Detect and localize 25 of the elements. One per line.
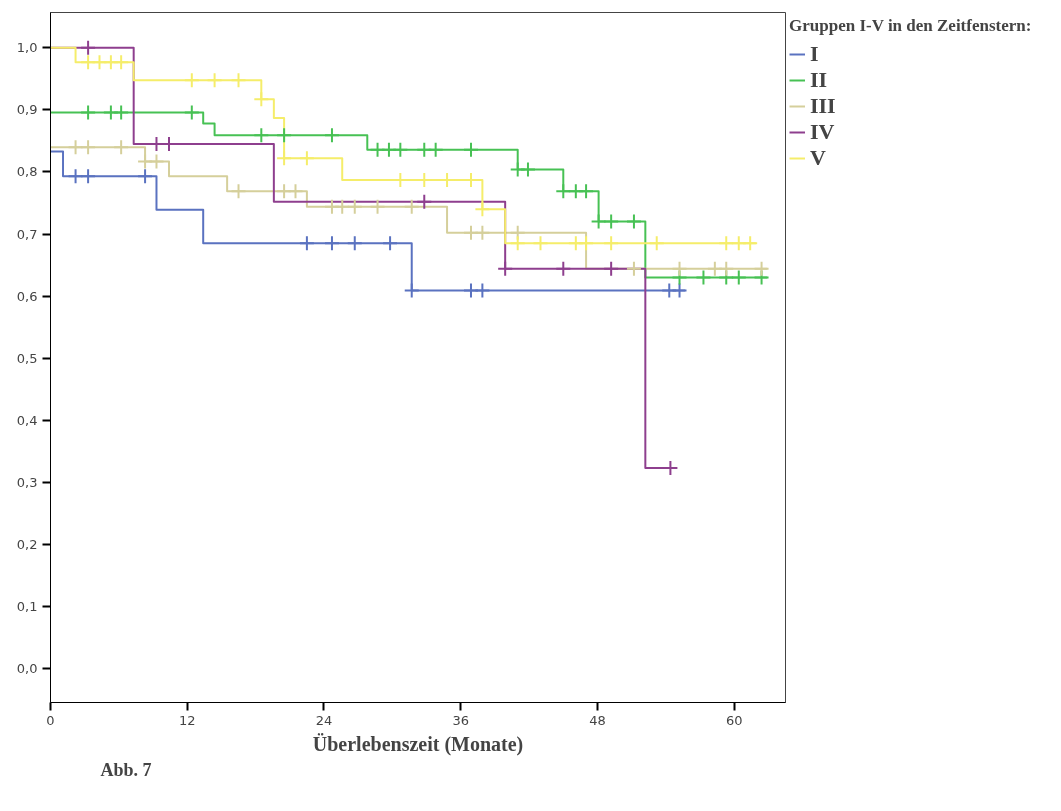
- legend-label: II: [810, 67, 829, 93]
- legend-label: I: [810, 41, 820, 67]
- y-tick-label: 0,3: [16, 474, 38, 490]
- y-tick-label: 0,5: [16, 350, 38, 366]
- caption: Abb. 7: [100, 759, 152, 780]
- y-tick-label: 0,7: [16, 226, 38, 242]
- x-axis-title: Überlebenszeit (Monate): [312, 732, 524, 756]
- y-tick-label: 0,8: [16, 164, 38, 180]
- x-tick-label: 12: [178, 712, 196, 728]
- y-tick-label: 1,0: [16, 40, 38, 56]
- legend-label: III: [810, 93, 836, 119]
- x-tick-label: 0: [46, 712, 55, 728]
- x-tick-label: 24: [315, 712, 333, 728]
- y-tick-label: 0,9: [16, 102, 38, 118]
- y-tick-label: 0,4: [16, 412, 38, 428]
- legend-label: V: [810, 145, 827, 171]
- y-tick-label: 0,0: [16, 660, 38, 676]
- x-tick-label: 48: [589, 712, 606, 728]
- y-tick-label: 0,2: [16, 536, 38, 552]
- legend-title: Gruppen I-V in den Zeitfenstern:: [789, 16, 1032, 36]
- y-tick-label: 0,1: [16, 598, 38, 614]
- y-tick-label: 0,6: [16, 288, 38, 304]
- x-tick-label: 36: [452, 712, 470, 728]
- legend-label: IV: [810, 119, 835, 145]
- x-tick-label: 60: [725, 712, 743, 728]
